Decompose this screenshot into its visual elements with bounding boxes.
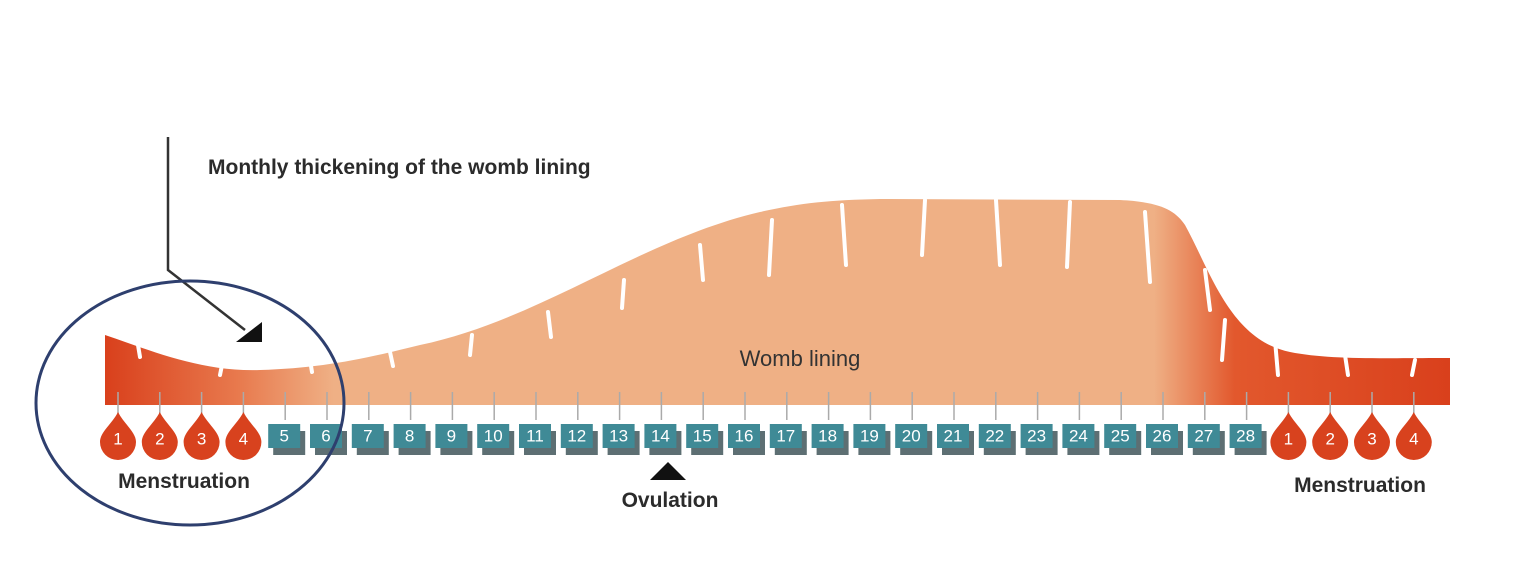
day-box: [268, 424, 301, 448]
blood-drop: [1395, 412, 1432, 460]
day-box: [895, 424, 928, 448]
blood-drop: [183, 412, 220, 460]
day-box: [1020, 424, 1053, 448]
day-strip: 1 2 3 4 5 6 7 8 9 10 11 12 13 14 15 16 17 18 19 20 21 22 23 24 2…: [100, 392, 1432, 460]
blood-drop: [141, 412, 178, 460]
day-number: 4: [1409, 429, 1418, 448]
day-number: 2: [1325, 429, 1334, 448]
day-number: 3: [1367, 429, 1376, 448]
day-number: 19: [860, 426, 879, 445]
day-number: 6: [321, 426, 330, 445]
day-number: 22: [985, 426, 1004, 445]
day-number: 23: [1027, 426, 1046, 445]
blood-drop: [225, 412, 262, 460]
day-number: 1: [113, 429, 122, 448]
day-box: [519, 424, 551, 448]
day-number: 24: [1069, 426, 1088, 445]
pointer-arrow: [236, 322, 262, 342]
day-number: 9: [447, 426, 456, 445]
lining-streaks: [136, 198, 1417, 377]
day-number: 3: [197, 429, 206, 448]
day-number: 28: [1236, 426, 1255, 445]
day-box: [1062, 424, 1095, 448]
blood-drop: [1270, 412, 1307, 460]
day-number: 4: [239, 429, 248, 448]
day-number: 10: [484, 426, 503, 445]
day-box: [435, 424, 468, 448]
day-number: 5: [279, 426, 288, 445]
day-number: 25: [1111, 426, 1130, 445]
day-box: [853, 424, 886, 448]
day-box: [393, 424, 426, 448]
day-box: [937, 424, 969, 448]
day-box: [811, 424, 844, 448]
day-number: 21: [944, 426, 963, 445]
ovulation-marker: [650, 462, 686, 480]
day-box: [644, 424, 677, 448]
day-number: 13: [609, 426, 628, 445]
day-box: [560, 424, 593, 448]
day-number: 7: [363, 426, 372, 445]
day-number: 14: [651, 426, 670, 445]
womb-lining: [105, 199, 1450, 405]
pointer-line: [166, 137, 246, 331]
day-box: [1104, 424, 1137, 448]
day-number: 2: [155, 429, 164, 448]
blood-drop: [100, 412, 136, 460]
day-box: [1146, 424, 1178, 448]
menstruation-label: Menstruation: [118, 470, 250, 493]
day-number: 26: [1153, 426, 1172, 445]
day-number: 17: [776, 426, 795, 445]
blood-drop: [1312, 412, 1349, 460]
day-number: 15: [693, 426, 712, 445]
day-number: 27: [1194, 426, 1213, 445]
day-box: [728, 424, 760, 448]
lining-label: Womb lining: [740, 346, 861, 371]
day-number: 12: [567, 426, 586, 445]
day-number: 8: [405, 426, 414, 445]
day-number: 16: [735, 426, 754, 445]
day-number: 18: [818, 426, 837, 445]
day-number: 1: [1284, 429, 1293, 448]
day-box: [477, 424, 510, 448]
day-box: [351, 424, 384, 448]
highlight-circle: [34, 279, 346, 527]
day-box: [769, 424, 802, 448]
title: Monthly thickening of the womb lining: [208, 156, 591, 179]
day-box: [978, 424, 1011, 448]
ovulation-label: Ovulation: [622, 489, 719, 512]
day-box: [686, 424, 719, 448]
day-box: [1187, 424, 1220, 448]
menstruation-label: Menstruation: [1294, 474, 1426, 497]
day-number: 20: [902, 426, 921, 445]
day-box: [602, 424, 635, 448]
day-box: [1229, 424, 1262, 448]
blood-drop: [1354, 412, 1390, 460]
day-number: 11: [526, 426, 544, 445]
